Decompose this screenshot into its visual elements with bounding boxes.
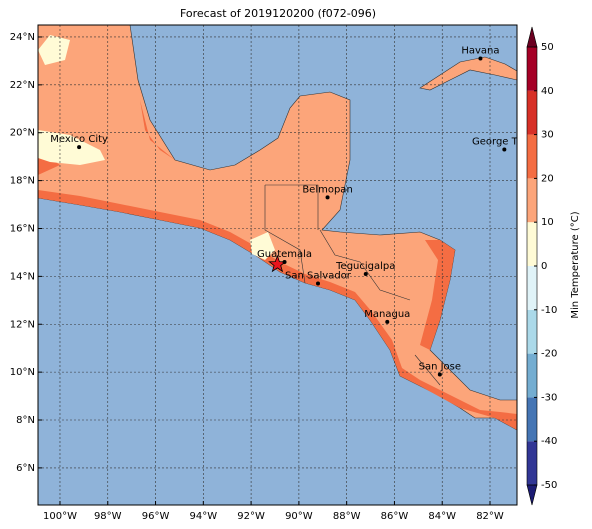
colorbar-tick-label: -30 [541,392,557,403]
borders [264,184,441,386]
colorbar-tick-label: 20 [541,173,554,184]
city-label: San Salvador [285,271,352,282]
city-label: Managua [364,309,410,320]
x-tick-label: 92°W [237,511,265,522]
warm-east [420,240,455,350]
colorbar-band [527,353,537,398]
y-tick-label: 24°N [10,32,35,43]
city-label: Havana [461,46,499,57]
city-label: San Jose [419,362,461,373]
city-dot [77,145,82,150]
x-tick-label: 84°W [428,511,456,522]
y-tick-label: 22°N [10,80,35,91]
city-dot [385,319,390,324]
colorbar-band [527,178,537,223]
city-dot [363,271,368,276]
cities: Mexico City Havana George Town Belmopan Guat… [50,46,537,377]
city-dot [325,195,330,200]
warm-coast [38,190,517,430]
colorbar-tick-label: 50 [541,42,554,53]
city-dot [437,372,442,377]
city-dot [478,56,483,61]
frame [37,24,518,506]
x-tick-label: 86°W [381,511,409,522]
map-area: Mexico City Havana George Town Belmopan Guat… [38,25,537,505]
gridlines [38,25,517,505]
x-tick-label: 100°W [43,511,77,522]
colorbar-tick-label: -40 [541,436,557,447]
colorbar-band [527,309,537,354]
colorbar-label: Min Temperature (°C) [570,211,581,318]
colorbar-tick-label: 0 [541,261,547,272]
x-tick-label: 94°W [190,511,218,522]
y-tick-label: 14°N [10,271,35,282]
colorbar-tick-label: 30 [541,130,554,141]
x-tick-label: 90°W [285,511,313,522]
colorbar-extend-high [526,26,538,48]
x-tick-label: 88°W [333,511,361,522]
cuba [419,56,517,91]
colorbar-band [527,134,537,179]
axes: 100°W 98°W 96°W 94°W 92°W 90°W 88°W 86°W 84°W 82°… [10,32,504,522]
city-label: Tegucigalpa [335,261,395,272]
city-label: George Town [472,136,537,147]
colorbar-band [527,47,537,91]
y-tick-label: 8°N [16,415,35,426]
colorbar-extend-low [526,484,538,506]
warm-north [38,100,175,175]
y-tick-label: 16°N [10,223,35,234]
city-dot [282,260,287,265]
colorbar-tick-label: -50 [541,480,557,491]
colorbar-tick-label: -20 [541,349,557,360]
y-tick-label: 18°N [10,176,35,187]
cool-highland [38,35,275,260]
x-tick-label: 82°W [476,511,504,522]
y-tick-label: 6°N [16,463,35,474]
colorbar-tick-label: 40 [541,86,554,97]
colorbar-band [527,266,537,310]
x-tick-label: 96°W [142,511,170,522]
colorbar-band [527,222,537,266]
colorbar-tick-label: -10 [541,305,557,316]
city-dot [315,281,320,286]
city-label: Guatemala [257,249,312,260]
x-tick-label: 98°W [94,511,122,522]
city-dot [502,147,507,152]
city-label: Belmopan [302,184,352,195]
colorbar: -50 -40 -30 -20 -10 0 10 20 30 40 50 [526,26,557,506]
y-tick-label: 20°N [10,128,35,139]
title: Forecast of 2019120200 (f072-096) [180,7,376,20]
colorbar-tick-label: 10 [541,217,554,228]
y-tick-label: 10°N [10,367,35,378]
colorbar-band [527,90,537,135]
y-tick-label: 12°N [10,319,35,330]
colorbar-band [527,397,537,442]
colorbar-band [527,441,537,485]
city-label: Mexico City [50,134,108,145]
